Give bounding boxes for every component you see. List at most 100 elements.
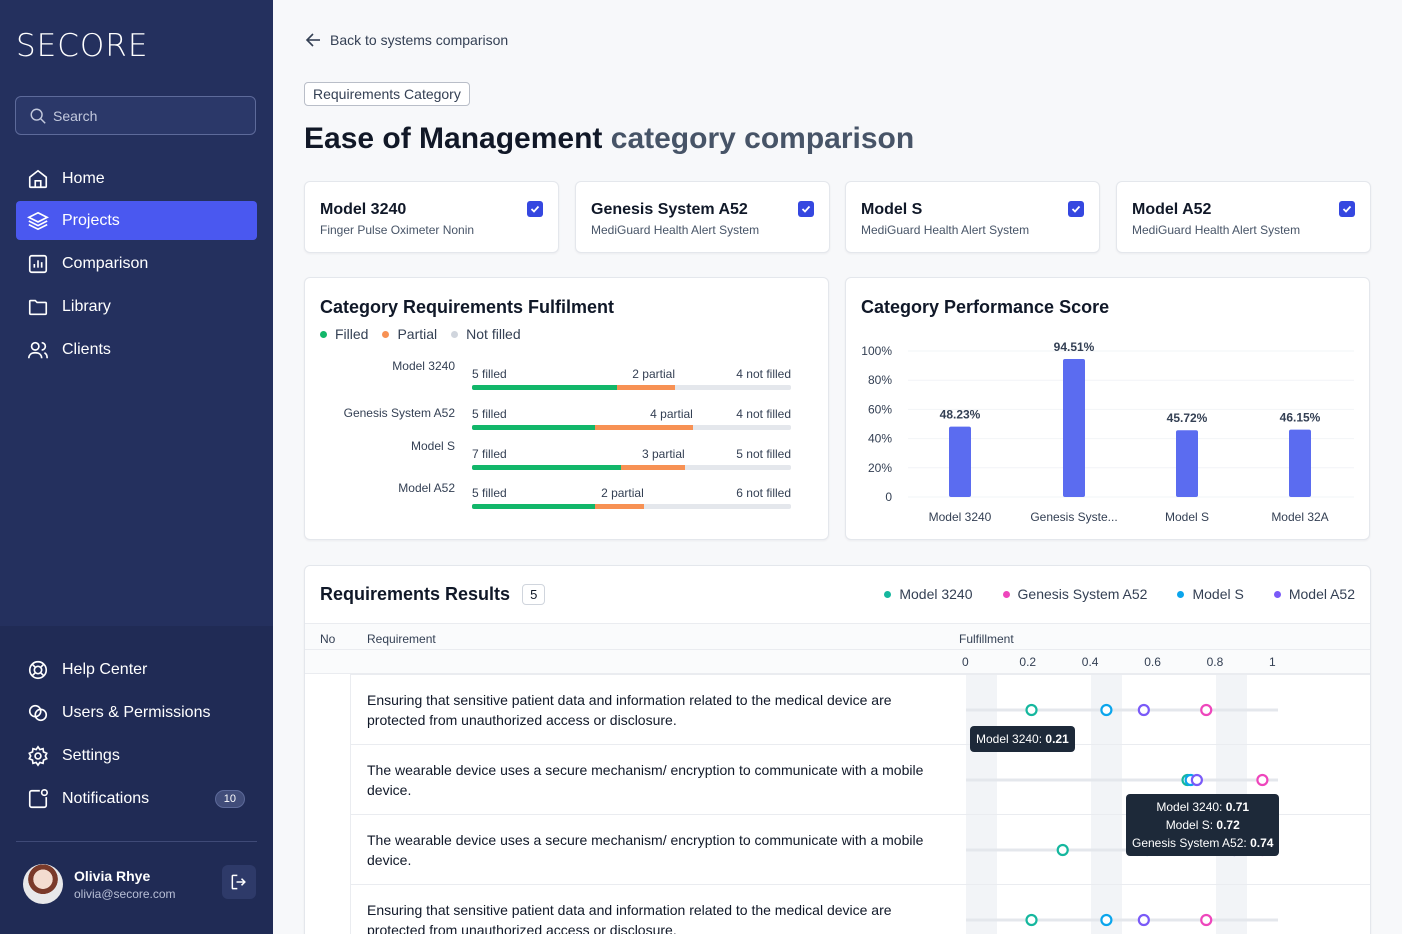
system-checkbox[interactable] bbox=[798, 201, 814, 217]
nav-label: Comparison bbox=[62, 254, 149, 272]
fulfillment-point[interactable] bbox=[1025, 703, 1038, 717]
system-card[interactable]: Genesis System A52 MediGuard Health Aler… bbox=[575, 181, 830, 253]
filled-text: 5 filled bbox=[472, 367, 507, 381]
ytick-label: 20% bbox=[868, 461, 892, 475]
system-checkbox[interactable] bbox=[527, 201, 543, 217]
grid-band bbox=[1215, 885, 1247, 934]
bar[interactable] bbox=[949, 426, 971, 497]
requirement-text: Ensuring that sensitive patient data and… bbox=[367, 692, 892, 728]
system-name: Model S bbox=[861, 201, 923, 218]
partial-segment bbox=[594, 504, 644, 509]
xtick-label: Genesis Syste... bbox=[1030, 510, 1117, 524]
permissions-icon bbox=[28, 704, 48, 721]
bar[interactable] bbox=[1289, 429, 1311, 497]
system-checkbox[interactable] bbox=[1068, 201, 1084, 217]
results-legend: Model 3240 Genesis System A52 Model S Mo… bbox=[884, 586, 1355, 602]
fulfillment-dumbbell bbox=[966, 773, 1278, 787]
system-subtitle: MediGuard Health Alert System bbox=[591, 223, 760, 237]
partial-segment bbox=[617, 385, 675, 390]
requirement-text: Ensuring that sensitive patient data and… bbox=[367, 902, 892, 934]
legend-model-s[interactable]: Model S bbox=[1177, 586, 1244, 602]
fulfillment-point[interactable] bbox=[1100, 703, 1113, 717]
tooltip-line: Genesis System A52: 0.74 bbox=[1132, 834, 1273, 852]
back-link[interactable]: Back to systems comparison bbox=[305, 32, 508, 48]
bar-value-label: 46.15% bbox=[1280, 411, 1321, 425]
nav-label: Projects bbox=[62, 211, 120, 229]
nav-label: Library bbox=[62, 297, 111, 315]
sidebar-divider bbox=[16, 841, 257, 842]
fulfilment-row: Model 3240 5 filled 2 partial 4 not filled bbox=[305, 359, 828, 399]
filled-segment bbox=[472, 425, 595, 430]
nav-home[interactable]: Home bbox=[16, 159, 257, 198]
ytick-label: 80% bbox=[868, 373, 892, 387]
system-checkbox[interactable] bbox=[1339, 201, 1355, 217]
bar[interactable] bbox=[1176, 430, 1198, 497]
tooltip-row2: Model 3240: 0.71 Model S: 0.72 Genesis S… bbox=[1126, 794, 1280, 856]
tooltip-row1: Model 3240: 0.21 bbox=[970, 726, 1075, 752]
bar[interactable] bbox=[1063, 359, 1085, 497]
nav-help-center[interactable]: Help Center bbox=[16, 650, 257, 689]
table-row[interactable]: 2The wearable device uses a secure mecha… bbox=[305, 744, 1370, 815]
app-logo[interactable]: SECORE bbox=[16, 28, 149, 64]
axis-tick-label: 0.8 bbox=[1206, 655, 1224, 669]
legend-label: Not filled bbox=[466, 326, 521, 342]
legend-not-filled: Not filled bbox=[451, 326, 521, 342]
fulfilment-row: Model S 7 filled 3 partial 5 not filled bbox=[305, 439, 828, 479]
axis-tick-label: 0.6 bbox=[1144, 655, 1161, 669]
fulfillment-point[interactable] bbox=[1190, 773, 1203, 787]
nav-projects[interactable]: Projects bbox=[16, 201, 257, 240]
fulfillment-point[interactable] bbox=[1200, 913, 1213, 927]
legend-label: Model S bbox=[1192, 586, 1244, 602]
system-card[interactable]: Model S MediGuard Health Alert System bbox=[845, 181, 1100, 253]
fulfilment-legend: Filled Partial Not filled bbox=[320, 326, 521, 342]
tooltip-label: Model 3240: bbox=[976, 732, 1043, 746]
tooltip-label: Model S: bbox=[1165, 818, 1214, 832]
system-card[interactable]: Model A52 MediGuard Health Alert System bbox=[1116, 181, 1371, 253]
filled-segment bbox=[472, 385, 617, 390]
nav-users-permissions[interactable]: Users & Permissions bbox=[16, 693, 257, 732]
table-header: No Requirement Fulfillment 0 0.2 0.4 0.6 0.8… bbox=[305, 623, 1370, 674]
fulfillment-point[interactable] bbox=[1137, 913, 1150, 927]
arrow-left-icon bbox=[305, 33, 320, 47]
results-count: 5 bbox=[522, 584, 546, 605]
avatar[interactable] bbox=[23, 864, 63, 904]
fulfilment-bar bbox=[472, 504, 791, 509]
fulfillment-point[interactable] bbox=[1056, 843, 1069, 857]
users-icon bbox=[28, 341, 48, 358]
table-row[interactable]: 4Ensuring that sensitive patient data an… bbox=[305, 884, 1370, 934]
not-filled-text: 4 not filled bbox=[736, 367, 791, 381]
tooltip-line: Model 3240: 0.71 bbox=[1132, 798, 1273, 816]
legend-label: Model A52 bbox=[1288, 586, 1355, 602]
results-title: Requirements Results bbox=[320, 584, 511, 604]
system-subtitle: Finger Pulse Oximeter Nonin bbox=[320, 223, 475, 237]
nav-settings[interactable]: Settings bbox=[16, 736, 257, 775]
user-name: Olivia Rhye bbox=[74, 868, 151, 884]
search-placeholder: Search bbox=[53, 107, 98, 124]
fulfillment-point[interactable] bbox=[1100, 913, 1113, 927]
legend-model-a52[interactable]: Model A52 bbox=[1273, 586, 1355, 602]
nav-clients[interactable]: Clients bbox=[16, 330, 257, 369]
axis-tick-label: 0 bbox=[962, 655, 969, 669]
legend-label: Genesis System A52 bbox=[1017, 586, 1148, 602]
fulfillment-point[interactable] bbox=[1256, 773, 1269, 787]
fulfilment-row-label: Genesis System A52 bbox=[343, 406, 455, 420]
partial-text: 3 partial bbox=[641, 447, 685, 461]
legend-label: Partial bbox=[397, 326, 438, 342]
logout-button[interactable] bbox=[222, 865, 256, 899]
legend-model-3240[interactable]: Model 3240 bbox=[884, 586, 973, 602]
nav-notifications[interactable]: Notifications 10 bbox=[16, 779, 257, 818]
system-subtitle: MediGuard Health Alert System bbox=[1132, 223, 1301, 237]
tooltip-value: 0.74 bbox=[1250, 836, 1274, 850]
legend-genesis[interactable]: Genesis System A52 bbox=[1002, 586, 1148, 602]
folder-icon bbox=[28, 299, 48, 315]
search-input[interactable]: Search bbox=[15, 96, 256, 135]
system-card[interactable]: Model 3240 Finger Pulse Oximeter Nonin bbox=[304, 181, 559, 253]
fulfillment-point[interactable] bbox=[1137, 703, 1150, 717]
nav-comparison[interactable]: Comparison bbox=[16, 244, 257, 283]
ytick-label: 0 bbox=[885, 490, 892, 504]
fulfillment-point[interactable] bbox=[1025, 913, 1038, 927]
nav-label: Home bbox=[62, 169, 105, 187]
fulfillment-point[interactable] bbox=[1200, 703, 1213, 717]
nav-library[interactable]: Library bbox=[16, 287, 257, 326]
